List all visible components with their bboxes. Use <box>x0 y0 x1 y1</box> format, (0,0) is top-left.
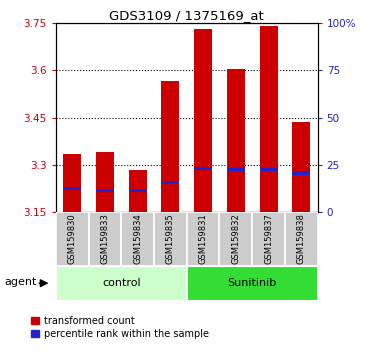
Bar <box>227 168 245 171</box>
Text: Sunitinib: Sunitinib <box>228 278 277 288</box>
Bar <box>187 212 219 266</box>
Bar <box>187 266 318 301</box>
Bar <box>154 212 187 266</box>
Text: GSM159833: GSM159833 <box>100 213 109 264</box>
Bar <box>96 153 114 212</box>
Text: GSM159835: GSM159835 <box>166 213 175 264</box>
Bar <box>121 212 154 266</box>
Bar <box>63 187 81 190</box>
Bar <box>63 154 81 212</box>
Text: GSM159830: GSM159830 <box>68 213 77 264</box>
Title: GDS3109 / 1375169_at: GDS3109 / 1375169_at <box>109 9 264 22</box>
Text: GSM159832: GSM159832 <box>231 213 240 264</box>
Bar <box>285 212 318 266</box>
Bar <box>89 212 121 266</box>
Text: GSM159831: GSM159831 <box>199 213 208 264</box>
Bar <box>56 266 187 301</box>
Text: control: control <box>102 278 141 288</box>
Bar <box>161 181 179 184</box>
Legend: transformed count, percentile rank within the sample: transformed count, percentile rank withi… <box>31 316 209 339</box>
Text: GSM159837: GSM159837 <box>264 213 273 264</box>
Bar <box>252 212 285 266</box>
Bar <box>219 212 252 266</box>
Bar <box>292 122 310 212</box>
Text: GSM159834: GSM159834 <box>133 213 142 264</box>
Bar <box>56 212 89 266</box>
Bar <box>96 189 114 192</box>
Bar <box>259 168 278 171</box>
Bar <box>227 69 245 212</box>
Bar <box>259 26 278 212</box>
Bar <box>161 81 179 212</box>
Bar <box>292 171 310 175</box>
Text: agent: agent <box>5 278 37 287</box>
Text: GSM159838: GSM159838 <box>297 213 306 264</box>
Bar <box>129 170 147 212</box>
Bar <box>129 189 147 192</box>
Bar <box>194 29 212 212</box>
Bar <box>194 167 212 170</box>
